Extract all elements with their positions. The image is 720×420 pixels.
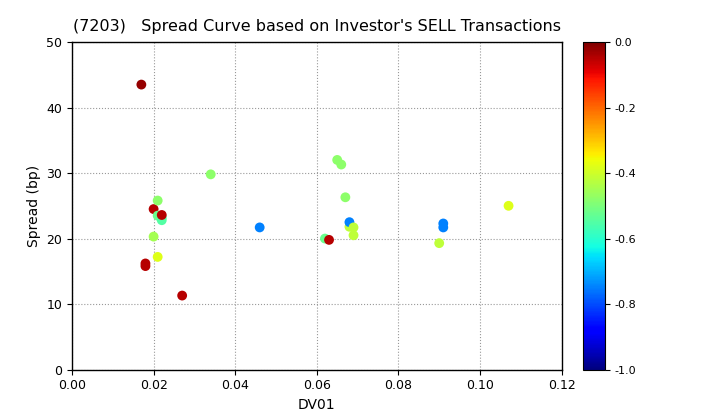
Point <box>152 254 163 260</box>
X-axis label: DV01: DV01 <box>298 398 336 412</box>
Point <box>156 212 168 218</box>
Point <box>156 217 168 223</box>
Point <box>135 81 147 88</box>
Point <box>319 235 330 242</box>
Point <box>148 233 159 240</box>
Point <box>343 223 355 230</box>
Title: (7203)   Spread Curve based on Investor's SELL Transactions: (7203) Spread Curve based on Investor's … <box>73 19 561 34</box>
Point <box>152 197 163 204</box>
Point <box>343 219 355 226</box>
Point <box>348 232 359 239</box>
Point <box>148 206 159 213</box>
Point <box>331 157 343 163</box>
Point <box>340 194 351 201</box>
Point <box>336 161 347 168</box>
Point <box>438 220 449 227</box>
Point <box>323 236 335 243</box>
Point <box>140 263 151 270</box>
Point <box>348 224 359 231</box>
Point <box>176 292 188 299</box>
Point <box>140 260 151 267</box>
Point <box>503 202 514 209</box>
Point <box>254 224 266 231</box>
Point <box>156 214 168 221</box>
Point <box>433 240 445 247</box>
Point <box>152 212 163 219</box>
Y-axis label: Spread (bp): Spread (bp) <box>27 165 41 247</box>
Point <box>438 224 449 231</box>
Point <box>205 171 217 178</box>
